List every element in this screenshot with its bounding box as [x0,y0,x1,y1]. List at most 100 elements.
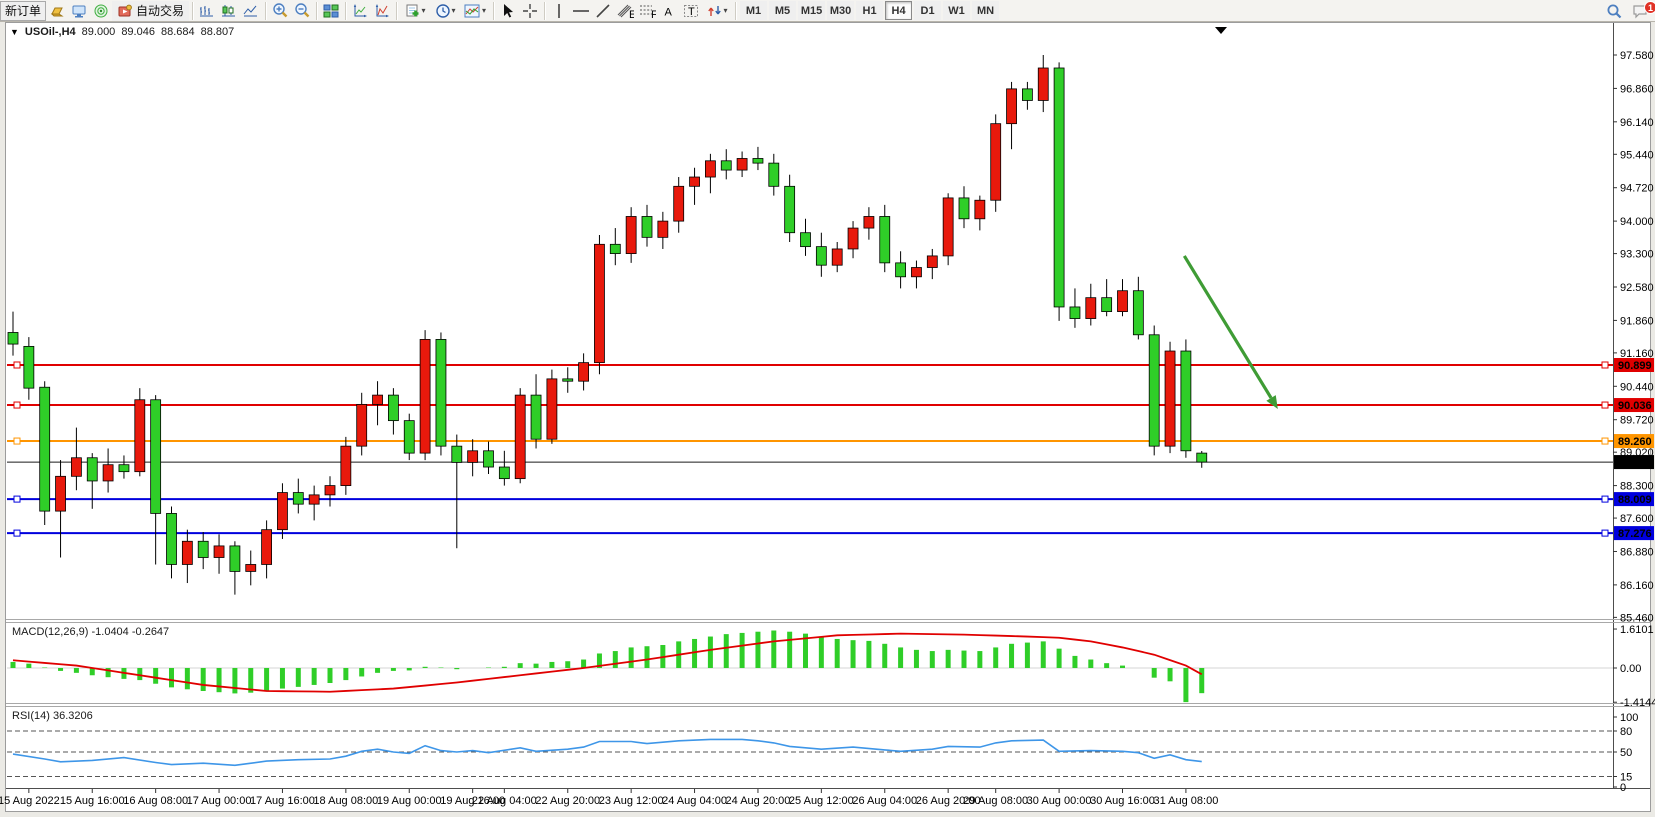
candle-body [1085,297,1097,319]
bar-chart-icon[interactable] [196,1,218,21]
timeframe-m5-button[interactable]: M5 [769,1,797,20]
candle-body [71,457,82,477]
chart-shift-marker[interactable] [1215,27,1227,34]
price-tick-label: 93.300 [1620,249,1654,261]
candle-body [863,216,875,229]
price-badge [1614,492,1654,507]
price-axis[interactable] [1613,22,1655,788]
magnifier-plus-glyph [272,3,287,18]
time-tick-label: 26 Aug 20:00 [916,795,981,807]
search-icon[interactable] [1603,1,1625,21]
chart-canvas[interactable]: 97.580 96.860 96.140 95.440 94.720 94.000 93.3… [0,22,1655,814]
price-tick-label: 89.720 [1620,415,1654,427]
timeframe-w1-button[interactable]: W1 [943,1,971,20]
notifications-icon[interactable]: 1 [1629,1,1655,21]
one-click-trading-toggle[interactable]: ▼ [10,27,19,37]
macd-panel [10,630,1205,703]
timeframe-d1-button[interactable]: D1 [914,1,942,20]
candle-body [689,176,700,187]
chart-frame [5,22,1651,812]
deposit-icon[interactable] [46,1,68,21]
chart-window: 97.580 96.860 96.140 95.440 94.720 94.000 93.3… [0,22,1655,814]
vertical-line-tool-icon[interactable] [548,1,570,21]
trendline-tool-icon[interactable] [592,1,614,21]
line-handle [1601,437,1609,445]
price-badge-label: 90.899 [1618,360,1652,372]
candle-body [974,199,986,220]
price-tick-label: 94.720 [1620,183,1654,195]
timeframe-m30-button[interactable]: M30 [827,1,855,20]
timeframe-h1-button[interactable]: H1 [856,1,884,20]
timeframe-mn-button[interactable]: MN [972,1,1000,20]
horizontal-line-tool-icon[interactable] [570,1,592,21]
support-icon[interactable] [68,1,90,21]
candle-body [1148,334,1160,447]
candle-body [895,262,906,278]
candle-body [1006,88,1017,125]
new-order-button[interactable]: 新订单 [0,0,47,21]
label-tool-icon[interactable]: T [680,1,702,21]
price-tick-label: 88.300 [1620,481,1654,493]
price-tick-label: 86.880 [1620,546,1654,558]
chevron-down-icon: ▾ [421,6,426,15]
candle-body [815,246,827,266]
candle-body [1037,67,1049,101]
gold-bar-icon [50,7,64,16]
timeframe-m1-button[interactable]: M1 [740,1,768,20]
trend-arrow-annotation[interactable] [1182,255,1278,410]
tile-windows-icon[interactable] [320,1,342,21]
candle-body [261,529,273,565]
candle-body [55,475,66,512]
candle-body [467,450,479,463]
period-dropdown[interactable]: ▾ [430,1,460,21]
trendline-glyph [596,3,610,18]
rsi-tick-label: 0 [1620,782,1626,794]
candle-body [673,185,685,222]
channel-tool-icon[interactable]: E [614,1,636,21]
trade-group: 新订单 自动交易 [0,0,190,22]
time-tick-label: 15 Aug 16:00 [60,795,125,807]
candle-body [86,457,98,482]
line-handle [1601,401,1609,409]
line-chart-icon[interactable] [240,1,262,21]
candle-body [245,564,257,572]
price-badge [1614,357,1654,372]
price-badge-label: 87.276 [1618,528,1652,540]
cursor-icon[interactable] [497,1,519,21]
window-group [320,0,342,22]
indicators-dropdown[interactable]: ▾ [460,1,490,21]
candlestick-chart-icon[interactable] [218,1,240,21]
auto-trading-icon [118,4,132,16]
text-label-glyph: T [683,4,698,18]
candles-layer[interactable] [7,55,1208,595]
text-tool-icon[interactable]: A [658,1,680,21]
fibonacci-tool-icon[interactable]: F [636,1,658,21]
zoom-out-icon[interactable] [291,1,313,21]
rsi-name: RSI(14) [12,710,50,722]
timeframe-h4-button[interactable]: H4 [885,1,913,20]
macd-signal-value: -0.2647 [131,626,170,638]
template-icon[interactable] [371,1,393,21]
new-order-label: 新订单 [5,4,42,18]
profile-charts-icon[interactable] [349,1,371,21]
signals-icon[interactable] [90,1,112,21]
ohlc-low: 88.684 [160,26,195,38]
crosshair-icon[interactable] [519,1,541,21]
macd-main-value: -1.0404 [91,626,129,638]
price-tick-label: 91.160 [1620,348,1654,360]
timeframe-m15-button[interactable]: M15 [798,1,826,20]
macd-name: MACD(12,26,9) [12,626,89,638]
candle-body [942,197,954,257]
zoom-in-icon[interactable] [269,1,291,21]
horizontal-level-lines[interactable] [7,361,1613,537]
fibonacci-glyph: F [640,5,656,19]
time-tick-label: 30 Aug 16:00 [1090,795,1155,807]
notification-badge[interactable]: 1 [1643,1,1655,14]
new-chart-dropdown[interactable]: ▾ [400,1,430,21]
time-axis[interactable] [0,789,1613,813]
auto-trading-button[interactable]: 自动交易 [112,0,190,21]
channel-glyph: E [617,4,634,19]
shapes-dropdown[interactable]: ▾ [702,1,732,21]
candle-body [625,216,637,254]
candle-body [403,420,415,454]
